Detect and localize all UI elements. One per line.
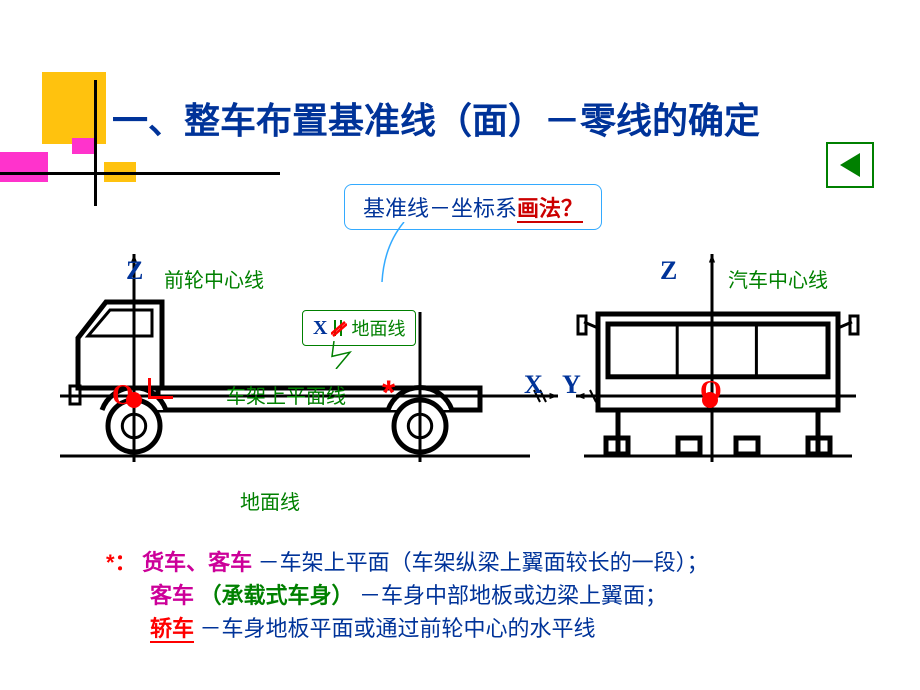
origin-label-side: O <box>112 380 134 412</box>
front-wheel-center-label: 前轮中心线 <box>164 264 264 293</box>
legend-bus2: 客车 <box>150 583 194 608</box>
deco-pink-small <box>72 138 94 154</box>
legend-star: *： <box>106 550 137 575</box>
origin-label-rear: O <box>700 376 722 408</box>
legend-car: 轿车 <box>150 616 194 643</box>
frame-upper-label: 车架上平面线 <box>226 380 346 409</box>
z-axis-left-label: Z <box>126 256 143 286</box>
x-ground-x: X <box>313 317 327 340</box>
deco-vertical-line <box>94 80 97 206</box>
star-marker-diagram: * <box>382 374 395 413</box>
legend-body-type: （承载式车身） <box>200 583 354 608</box>
legend-line2-desc: －车身中部地板或边梁上翼面； <box>359 583 667 608</box>
back-button[interactable] <box>826 142 874 188</box>
right-angle-marker <box>148 378 173 399</box>
back-triangle-icon <box>835 150 865 180</box>
callout-text-b: 画法？ <box>517 196 583 223</box>
legend-line1-desc: －车架上平面（车架纵梁上翼面较长的一段）； <box>258 550 709 575</box>
callout-text-a: 基准线－坐标系 <box>363 196 517 221</box>
slide-title: 一、整车布置基准线（面）－零线的确定 <box>112 92 760 144</box>
deco-pink-large <box>0 152 48 182</box>
ground-line-label: 地面线 <box>240 486 300 515</box>
x-axis-label: X <box>524 370 543 400</box>
x-ground-text: 地面线 <box>351 315 405 341</box>
car-center-label: 汽车中心线 <box>728 264 828 293</box>
legend-truck-bus: 货车、客车 <box>142 550 252 575</box>
x-ground-callout: X 地面线 <box>302 310 416 346</box>
legend-text: *： 货车、客车 －车架上平面（车架纵梁上翼面较长的一段）； 客车 （承载式车身… <box>106 546 709 645</box>
legend-line3-desc: －车身地板平面或通过前轮中心的水平线 <box>200 616 596 641</box>
deco-horizontal-line <box>0 172 280 175</box>
not-parallel-icon <box>331 318 347 338</box>
y-axis-label: Y <box>562 370 581 400</box>
z-axis-right-label: Z <box>660 256 677 286</box>
x-ground-callout-tail-icon <box>330 341 354 369</box>
